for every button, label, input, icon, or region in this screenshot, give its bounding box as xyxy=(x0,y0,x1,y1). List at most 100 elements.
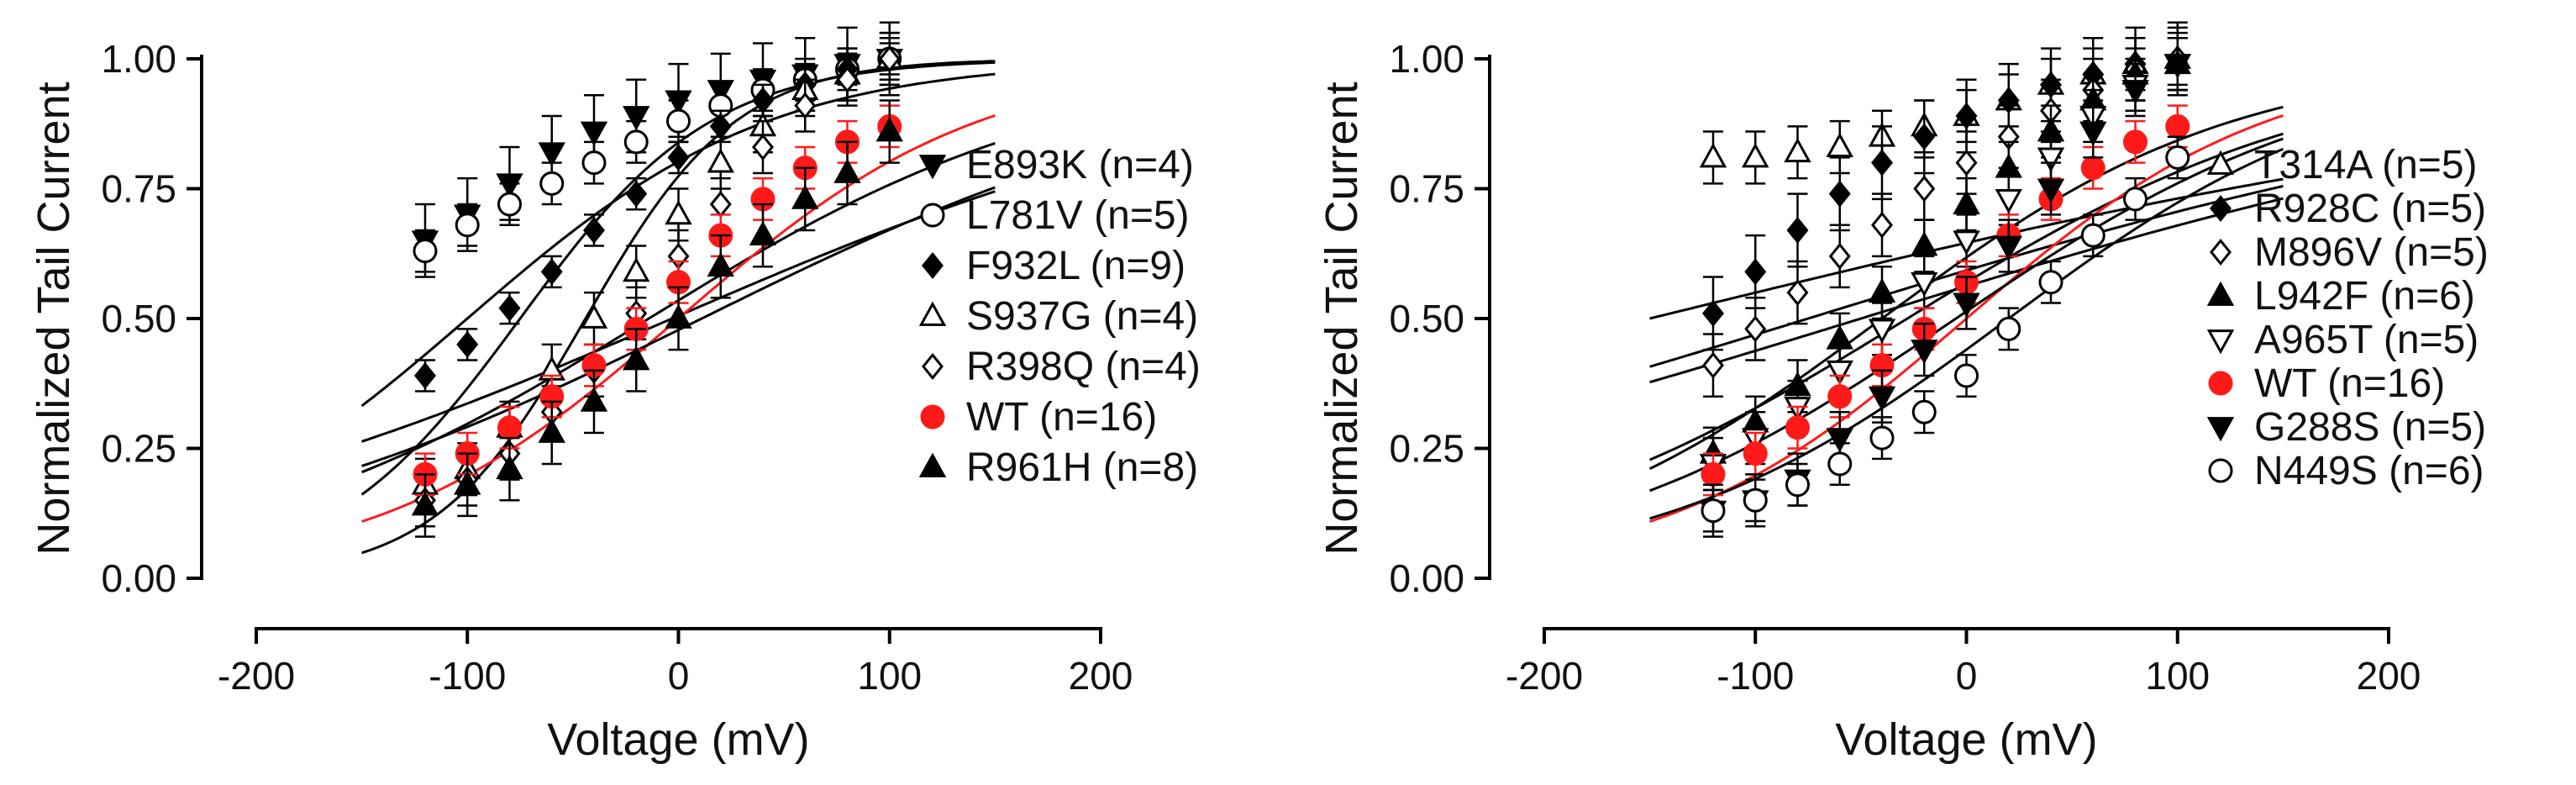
data-point xyxy=(749,220,777,246)
data-point xyxy=(1702,351,1724,379)
data-point xyxy=(497,192,522,217)
data-point xyxy=(1869,425,1895,450)
chart-right-svg: 0.00 0.25 0.50 0.75 1.00 -200 -100 0 100 200 Volta… xyxy=(1317,21,2489,765)
series-3 xyxy=(1699,37,2191,481)
data-point xyxy=(496,454,523,480)
x-tick-label: 0 xyxy=(668,654,690,698)
data-point xyxy=(2080,223,2105,248)
legend-label-0: E893K (n=4) xyxy=(966,143,1194,187)
data-point xyxy=(1996,316,2021,341)
data-point xyxy=(1826,132,1853,157)
data-point xyxy=(455,213,480,238)
data-point xyxy=(1699,143,1727,168)
x-tick-label: -100 xyxy=(428,654,506,698)
x-tick-label: -100 xyxy=(1716,654,1794,698)
data-point xyxy=(1911,271,1938,298)
data-point xyxy=(1868,277,1896,303)
data-point xyxy=(1868,319,1896,344)
x-tick-label: 100 xyxy=(2145,654,2210,698)
data-point xyxy=(1826,428,1853,453)
data-point xyxy=(580,121,608,146)
data-point xyxy=(1827,384,1853,409)
data-point xyxy=(1953,189,1980,214)
data-point xyxy=(1827,451,1853,477)
data-point xyxy=(667,144,690,171)
legend-marker-3 xyxy=(2206,281,2235,306)
data-point xyxy=(1871,149,1893,176)
legend-marker-4 xyxy=(2206,329,2235,355)
data-point xyxy=(583,216,605,244)
legend: E893K (n=4) L781V (n=5) F932L (n=9) S937G (… xyxy=(918,143,1201,490)
data-point xyxy=(666,108,691,134)
data-point xyxy=(707,148,734,173)
data-point xyxy=(456,330,479,358)
y-tick-label: 1.00 xyxy=(1389,37,1464,81)
legend-marker-5 xyxy=(2208,371,2233,396)
y-tick-label: 0.50 xyxy=(1389,297,1464,340)
series-7 xyxy=(1701,135,2190,533)
legend-marker-1 xyxy=(920,203,945,228)
data-point xyxy=(538,418,565,443)
data-point xyxy=(1911,340,1938,365)
legend-marker-5 xyxy=(920,404,945,429)
data-point xyxy=(580,303,608,329)
data-point xyxy=(2037,178,2065,203)
data-point xyxy=(791,184,819,209)
data-point xyxy=(623,345,650,371)
data-point xyxy=(2123,187,2148,212)
data-point xyxy=(538,142,565,167)
legend: T314A (n=5)R928C (n=5)M896V (n=5)L942F (… xyxy=(2206,143,2489,493)
data-point xyxy=(539,171,565,196)
legend-marker-3 xyxy=(918,301,947,326)
x-tick-label: 0 xyxy=(1956,654,1978,698)
x-axis-title: Voltage (mV) xyxy=(547,714,809,765)
y-tick-label: 0.25 xyxy=(101,427,176,471)
data-point xyxy=(1868,386,1896,412)
legend-label-2: F932L (n=9) xyxy=(966,244,1185,288)
legend-label-4: R398Q (n=4) xyxy=(966,345,1201,389)
series-0 xyxy=(1699,31,2191,185)
y-tick-label: 0.75 xyxy=(1389,167,1464,211)
data-point xyxy=(1828,242,1851,270)
data-point xyxy=(1785,472,1810,498)
chart-panel-left: 0.00 0.25 0.50 0.75 1.00 -200 -100 0 100 200 Volta… xyxy=(0,0,1288,781)
data-point xyxy=(1744,315,1767,343)
data-point xyxy=(709,191,732,219)
data-point xyxy=(497,415,522,440)
x-tick-label: 200 xyxy=(2357,654,2421,698)
data-point xyxy=(1744,258,1767,286)
data-point xyxy=(623,106,650,131)
y-tick-label: 0.00 xyxy=(101,556,176,600)
data-point xyxy=(833,158,861,183)
data-point xyxy=(2037,147,2065,172)
data-point xyxy=(623,256,650,282)
y-tick-label: 0.25 xyxy=(1389,427,1464,471)
data-point xyxy=(1743,487,1768,513)
x-tick-label: 100 xyxy=(857,654,922,698)
legend-marker-0 xyxy=(2206,150,2235,175)
data-point xyxy=(1828,180,1851,208)
data-point xyxy=(1955,102,1978,130)
legend-marker-0 xyxy=(918,155,947,180)
data-point xyxy=(752,134,774,161)
legend-label-4: A965T (n=5) xyxy=(2254,318,2479,362)
x-tick-label: -200 xyxy=(1506,654,1583,698)
legend-label-7: N449S (n=6) xyxy=(2254,449,2484,493)
series-0 xyxy=(411,21,903,278)
data-point xyxy=(1786,279,1809,307)
data-point xyxy=(1995,235,2022,261)
data-point xyxy=(2123,129,2148,155)
y-tick-label: 0.50 xyxy=(101,297,176,340)
legend-label-1: L781V (n=5) xyxy=(966,193,1190,238)
data-point xyxy=(878,45,901,73)
data-point xyxy=(707,251,734,277)
data-point xyxy=(581,150,607,176)
data-point xyxy=(1953,292,1980,318)
legend-label-3: L942F (n=6) xyxy=(2254,274,2475,319)
y-tick-label: 0.00 xyxy=(1389,556,1464,600)
x-axis-title: Voltage (mV) xyxy=(1835,714,2097,765)
legend-label-5: WT (n=16) xyxy=(2254,361,2445,406)
data-point xyxy=(623,129,649,155)
data-point xyxy=(1911,231,1938,256)
data-point xyxy=(413,239,438,264)
